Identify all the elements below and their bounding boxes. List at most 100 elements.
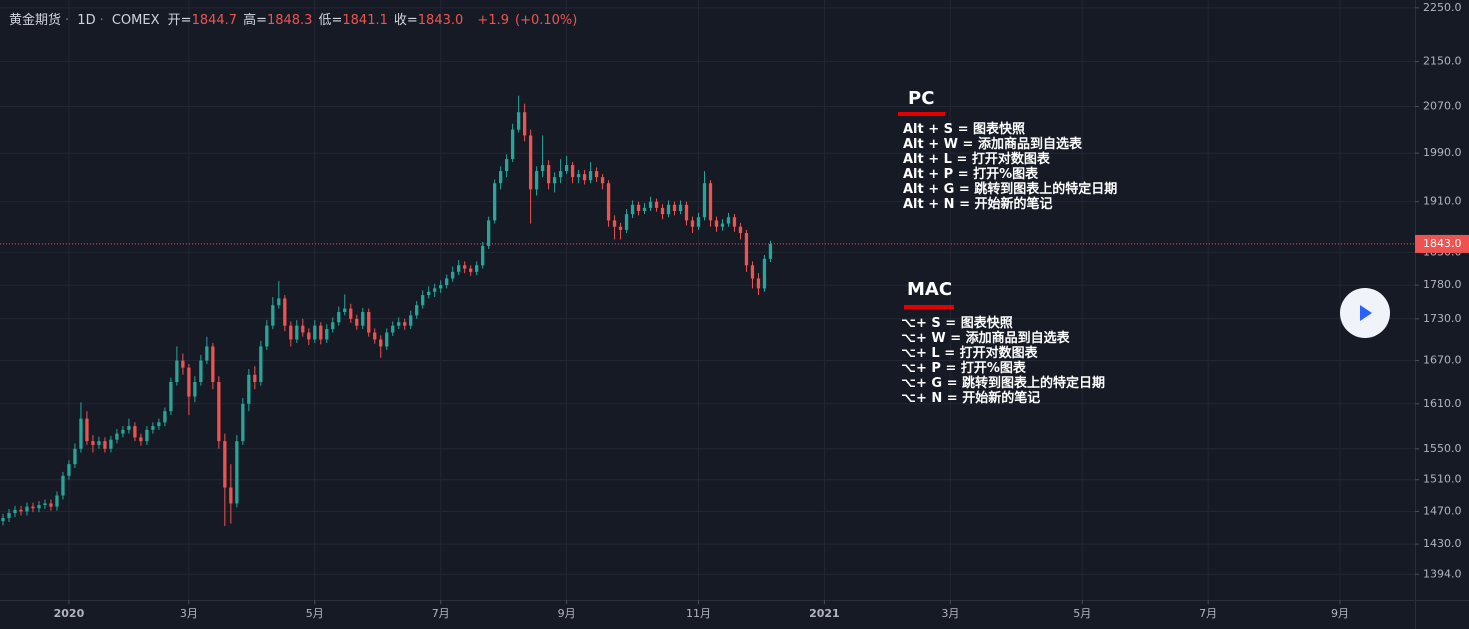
play-button[interactable] bbox=[1340, 288, 1390, 338]
candle-body bbox=[720, 223, 725, 227]
candle-body bbox=[666, 204, 671, 215]
candle-body bbox=[325, 329, 329, 340]
candle-body bbox=[319, 325, 323, 340]
candle-body bbox=[642, 207, 647, 212]
candle-body bbox=[235, 441, 239, 504]
mac-note: MAC ⌥+ S = 图表快照 ⌥+ W = 添加商品到自选表 ⌥+ L = 打开对… bbox=[901, 279, 1105, 406]
candle-body bbox=[397, 322, 401, 326]
candle-body bbox=[13, 509, 17, 514]
legend-value: 1843.0 bbox=[417, 13, 464, 28]
y-tick-label: 2150.0 bbox=[1423, 55, 1462, 68]
candle-body bbox=[678, 204, 683, 212]
pc-note: PC Alt + S = 图表快照 Alt + W = 添加商品到自选表 Alt +… bbox=[898, 88, 1117, 212]
candle-body bbox=[43, 503, 47, 506]
candle-body bbox=[481, 245, 485, 266]
candle-body bbox=[558, 171, 563, 178]
candle-body bbox=[606, 183, 611, 221]
candle-body bbox=[546, 165, 551, 184]
x-tick-label: 7月 bbox=[432, 607, 450, 620]
candle-body bbox=[373, 332, 377, 340]
candle-body bbox=[750, 265, 755, 279]
candle-body bbox=[469, 268, 473, 272]
last-price-label: 1843.0 bbox=[1423, 237, 1462, 250]
candle-body bbox=[732, 217, 737, 227]
play-triangle bbox=[1360, 305, 1372, 321]
candle-body bbox=[696, 217, 701, 227]
y-tick-label: 2070.0 bbox=[1423, 100, 1462, 113]
candle-body bbox=[61, 475, 65, 496]
candle-body bbox=[594, 171, 599, 178]
candle-body bbox=[259, 346, 263, 382]
y-tick-label: 1470.0 bbox=[1423, 504, 1462, 517]
candle-body bbox=[726, 217, 731, 224]
x-tick-label: 2020 bbox=[54, 607, 85, 620]
candle-body bbox=[91, 441, 95, 445]
candle-body bbox=[672, 204, 677, 212]
shortcut-line: Alt + S = 图表快照 bbox=[903, 122, 1025, 137]
candle-body bbox=[361, 311, 365, 326]
candle-body bbox=[67, 464, 71, 476]
candle-body bbox=[229, 487, 233, 504]
last-price-box bbox=[1415, 234, 1469, 253]
candle-body bbox=[654, 201, 659, 208]
pc-lines: Alt + S = 图表快照 Alt + W = 添加商品到自选表 Alt + L … bbox=[903, 122, 1117, 212]
shortcut-line: Alt + L = 打开对数图表 bbox=[903, 152, 1050, 167]
candle-body bbox=[600, 177, 605, 184]
candle-body bbox=[636, 204, 641, 212]
candle-body bbox=[277, 298, 281, 306]
candle-body bbox=[241, 403, 245, 442]
shortcut-line: Alt + W = 添加商品到自选表 bbox=[903, 137, 1082, 152]
candle-body bbox=[379, 339, 383, 347]
shortcut-line: Alt + G = 跳转到图表上的特定日期 bbox=[903, 182, 1118, 197]
candle-body bbox=[744, 233, 749, 266]
underline bbox=[898, 112, 945, 116]
candle-body bbox=[367, 311, 371, 333]
interval: 1D bbox=[77, 13, 96, 28]
candle-body bbox=[756, 278, 761, 289]
y-tick-label: 1550.0 bbox=[1423, 442, 1462, 455]
candle-body bbox=[37, 505, 41, 509]
underline bbox=[904, 305, 954, 309]
candle-body bbox=[768, 243, 773, 259]
candle-body bbox=[762, 258, 767, 289]
shortcut-line: ⌥+ G = 跳转到图表上的特定日期 bbox=[901, 376, 1106, 391]
legend-label: 开= bbox=[167, 13, 192, 28]
candle-body bbox=[199, 360, 203, 382]
candle-body bbox=[217, 381, 221, 442]
change-pct: (+0.10%) bbox=[515, 13, 578, 28]
candle-body bbox=[127, 426, 131, 430]
separator: · bbox=[99, 13, 104, 28]
candle-body bbox=[97, 441, 101, 445]
candle-body bbox=[19, 509, 23, 512]
candle-body bbox=[510, 129, 515, 160]
shortcut-line: ⌥+ N = 开始新的笔记 bbox=[901, 391, 1041, 406]
candle-body bbox=[427, 291, 431, 296]
y-tick-label: 1430.0 bbox=[1423, 537, 1462, 550]
candle-body bbox=[349, 308, 353, 319]
y-tick-label: 1990.0 bbox=[1423, 146, 1462, 159]
candle-body bbox=[151, 426, 155, 430]
x-tick-label: 3月 bbox=[180, 607, 198, 620]
candle-body bbox=[49, 503, 53, 507]
y-tick-label: 1730.0 bbox=[1423, 312, 1462, 325]
candle-body bbox=[187, 367, 191, 397]
candle-body bbox=[253, 374, 257, 382]
candle-body bbox=[504, 159, 509, 172]
candle-body bbox=[516, 112, 521, 130]
play-icon bbox=[1360, 305, 1372, 321]
candle-body bbox=[31, 506, 35, 509]
legend-value: 1848.3 bbox=[266, 13, 313, 28]
candle-body bbox=[247, 374, 251, 404]
shortcut-line: Alt + N = 开始新的笔记 bbox=[903, 197, 1053, 212]
separator: · bbox=[65, 13, 70, 28]
candle-body bbox=[487, 220, 491, 246]
symbol: 黄金期货 bbox=[9, 13, 62, 28]
shortcut-line: Alt + P = 打开%图表 bbox=[903, 167, 1039, 182]
candle-body bbox=[738, 226, 743, 234]
candle-body bbox=[457, 265, 461, 272]
candle-body bbox=[403, 322, 407, 326]
y-tick-label: 2250.0 bbox=[1423, 1, 1462, 14]
legend-label: 收= bbox=[393, 13, 418, 28]
candle-body bbox=[439, 285, 443, 289]
candle-body bbox=[570, 165, 575, 178]
